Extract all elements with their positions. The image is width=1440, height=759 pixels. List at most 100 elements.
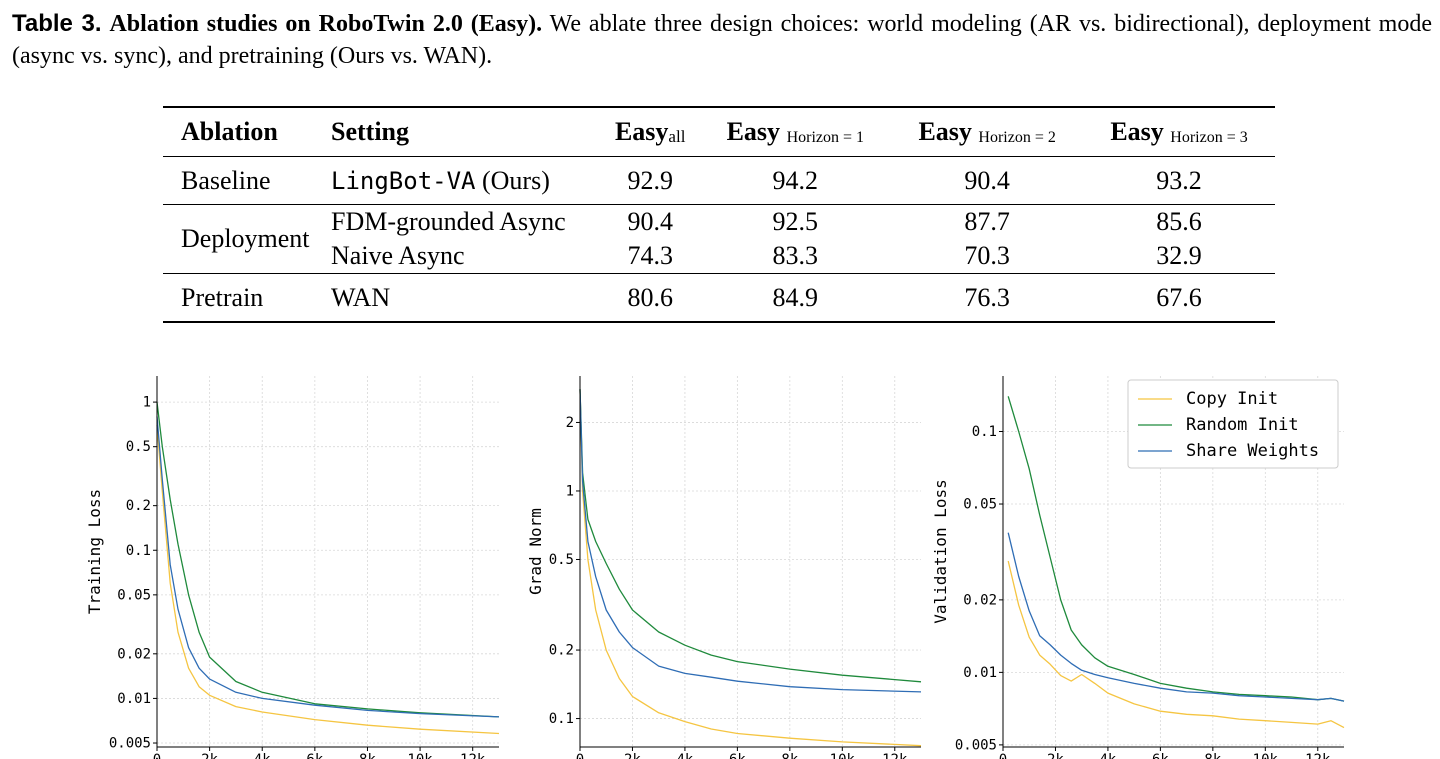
y-tick-label: 0.01 bbox=[963, 665, 997, 681]
x-tick-label: 10k bbox=[1253, 752, 1279, 759]
y-tick-label: 0.5 bbox=[549, 552, 574, 568]
x-tick-label: 12k bbox=[882, 752, 908, 759]
y-tick-label: 1 bbox=[143, 395, 151, 411]
legend-entry: Random Init bbox=[1186, 415, 1299, 435]
header-h2-sub: Horizon = 2 bbox=[978, 129, 1056, 146]
x-tick-label: 0 bbox=[576, 752, 584, 759]
series-line-copy-init bbox=[156, 424, 500, 735]
x-tick-label: 6k bbox=[729, 752, 746, 759]
y-axis-label: Grad Norm bbox=[526, 508, 545, 595]
series-line-copy-init bbox=[1007, 560, 1345, 729]
header-all-sub: all bbox=[668, 127, 686, 146]
x-tick-label: 6k bbox=[1152, 752, 1169, 759]
cell-value: 83.3 bbox=[699, 239, 892, 274]
x-tick-label: 4k bbox=[254, 752, 271, 759]
cell-value: 76.3 bbox=[964, 282, 1010, 312]
cell-value: 90.4 bbox=[627, 207, 673, 236]
cell-value: 94.2 bbox=[699, 156, 892, 205]
caption-text: We ablate three design choices: world mo… bbox=[12, 11, 1433, 69]
cell-setting: LingBot-VA (Ours) bbox=[331, 156, 601, 205]
cell-value: 90.4 bbox=[891, 156, 1084, 205]
y-tick-label: 0.2 bbox=[549, 643, 574, 659]
x-tick-label: 2k bbox=[201, 752, 218, 759]
y-tick-label: 0.005 bbox=[955, 737, 997, 753]
x-tick-label: 2k bbox=[624, 752, 641, 759]
cell-value: 70.3 bbox=[891, 239, 1084, 274]
x-tick-label: 12k bbox=[1305, 752, 1331, 759]
x-tick-label: 0 bbox=[153, 752, 161, 759]
y-tick-label: 0.1 bbox=[549, 711, 574, 727]
cell-setting: WAN bbox=[331, 282, 391, 312]
y-tick-label: 0.02 bbox=[117, 646, 151, 662]
y-tick-label: 0.1 bbox=[972, 424, 997, 440]
header-h1-sub: Horizon = 1 bbox=[786, 129, 865, 146]
series-line-share-weights bbox=[1007, 532, 1345, 702]
y-axis-label: Validation Loss bbox=[931, 479, 950, 624]
x-tick-label: 8k bbox=[1204, 752, 1221, 759]
y-tick-label: 2 bbox=[566, 415, 574, 431]
table-row: Deployment FDM-grounded Async 90.4 92.5 … bbox=[163, 204, 1275, 274]
cell-value: 93.2 bbox=[1083, 156, 1275, 205]
legend-entry: Copy Init bbox=[1186, 389, 1278, 409]
header-easy-h3: Easy Horizon = 3 bbox=[1083, 107, 1275, 157]
x-tick-label: 4k bbox=[676, 752, 693, 759]
series-line-share-weights bbox=[579, 389, 922, 693]
cell-value: 84.9 bbox=[772, 282, 819, 312]
cell-ablation: Deployment bbox=[163, 204, 331, 274]
legend-entry: Share Weights bbox=[1186, 441, 1319, 461]
y-tick-label: 0.05 bbox=[117, 587, 151, 603]
y-tick-label: 0.005 bbox=[109, 736, 151, 752]
table-row: Baseline LingBot-VA (Ours) 92.9 94.2 90.… bbox=[163, 156, 1275, 205]
x-tick-label: 10k bbox=[830, 752, 856, 759]
x-tick-label: 2k bbox=[1047, 752, 1064, 759]
series-line-random-init bbox=[156, 402, 500, 718]
model-name: LingBot-VA bbox=[331, 166, 476, 195]
x-tick-label: 8k bbox=[781, 752, 798, 759]
y-tick-label: 0.05 bbox=[963, 497, 997, 513]
x-tick-label: 0 bbox=[999, 752, 1007, 759]
ablation-table: Ablation Setting Easyall Easy Horizon = … bbox=[163, 106, 1275, 323]
caption-label: Table 3. bbox=[12, 10, 102, 37]
header-easy-h2: Easy Horizon = 2 bbox=[891, 107, 1084, 157]
cell-setting: Naive Async bbox=[331, 239, 601, 274]
header-easy-all: Easyall bbox=[601, 107, 700, 157]
x-tick-label: 4k bbox=[1099, 752, 1116, 759]
header-h3-sub: Horizon = 3 bbox=[1170, 129, 1248, 146]
y-tick-label: 0.5 bbox=[126, 439, 151, 455]
x-tick-label: 10k bbox=[407, 752, 433, 759]
table-caption: Table 3. Ablation studies on RoboTwin 2.… bbox=[12, 8, 1432, 72]
y-tick-label: 0.01 bbox=[117, 691, 151, 707]
cell-value: 87.7 bbox=[964, 207, 1010, 236]
y-tick-label: 0.2 bbox=[126, 498, 151, 514]
series-line-share-weights bbox=[156, 416, 500, 718]
header-setting: Setting bbox=[331, 107, 601, 157]
y-tick-label: 0.1 bbox=[126, 543, 151, 559]
y-axis-label: Training Loss bbox=[85, 489, 104, 614]
series-line-random-init bbox=[1007, 396, 1345, 702]
series-line-copy-init bbox=[579, 389, 922, 747]
cell-value: 74.3 bbox=[601, 239, 700, 274]
training-curves-figure: 10.50.20.10.050.020.010.00502k4k6k8k10k1… bbox=[85, 376, 1345, 759]
cell-setting: FDM-grounded Async bbox=[331, 207, 566, 236]
header-ablation: Ablation bbox=[163, 107, 331, 157]
cell-ablation: Pretrain bbox=[181, 282, 264, 312]
header-easy-h1: Easy Horizon = 1 bbox=[699, 107, 892, 157]
cell-value: 32.9 bbox=[1083, 239, 1275, 274]
table-row: Pretrain WAN 80.6 84.9 76.3 67.6 bbox=[163, 274, 1275, 323]
series-line-random-init bbox=[579, 389, 922, 683]
table-row: Naive Async 74.3 83.3 70.3 32.9 bbox=[163, 239, 1275, 274]
x-tick-label: 6k bbox=[306, 752, 323, 759]
x-tick-label: 12k bbox=[460, 752, 486, 759]
cell-value: 67.6 bbox=[1156, 282, 1202, 312]
y-tick-label: 1 bbox=[566, 483, 574, 499]
legend-box bbox=[1127, 379, 1339, 469]
caption-title: Ablation studies on RoboTwin 2.0 (Easy). bbox=[109, 11, 543, 37]
y-tick-label: 0.02 bbox=[963, 592, 997, 608]
cell-value: 92.5 bbox=[772, 207, 819, 236]
x-tick-label: 8k bbox=[359, 752, 376, 759]
cell-value: 85.6 bbox=[1156, 207, 1202, 236]
cell-ablation: Baseline bbox=[163, 156, 331, 205]
table-header-row: Ablation Setting Easyall Easy Horizon = … bbox=[163, 107, 1275, 157]
cell-value: 92.9 bbox=[601, 156, 700, 205]
cell-value: 80.6 bbox=[627, 282, 673, 312]
